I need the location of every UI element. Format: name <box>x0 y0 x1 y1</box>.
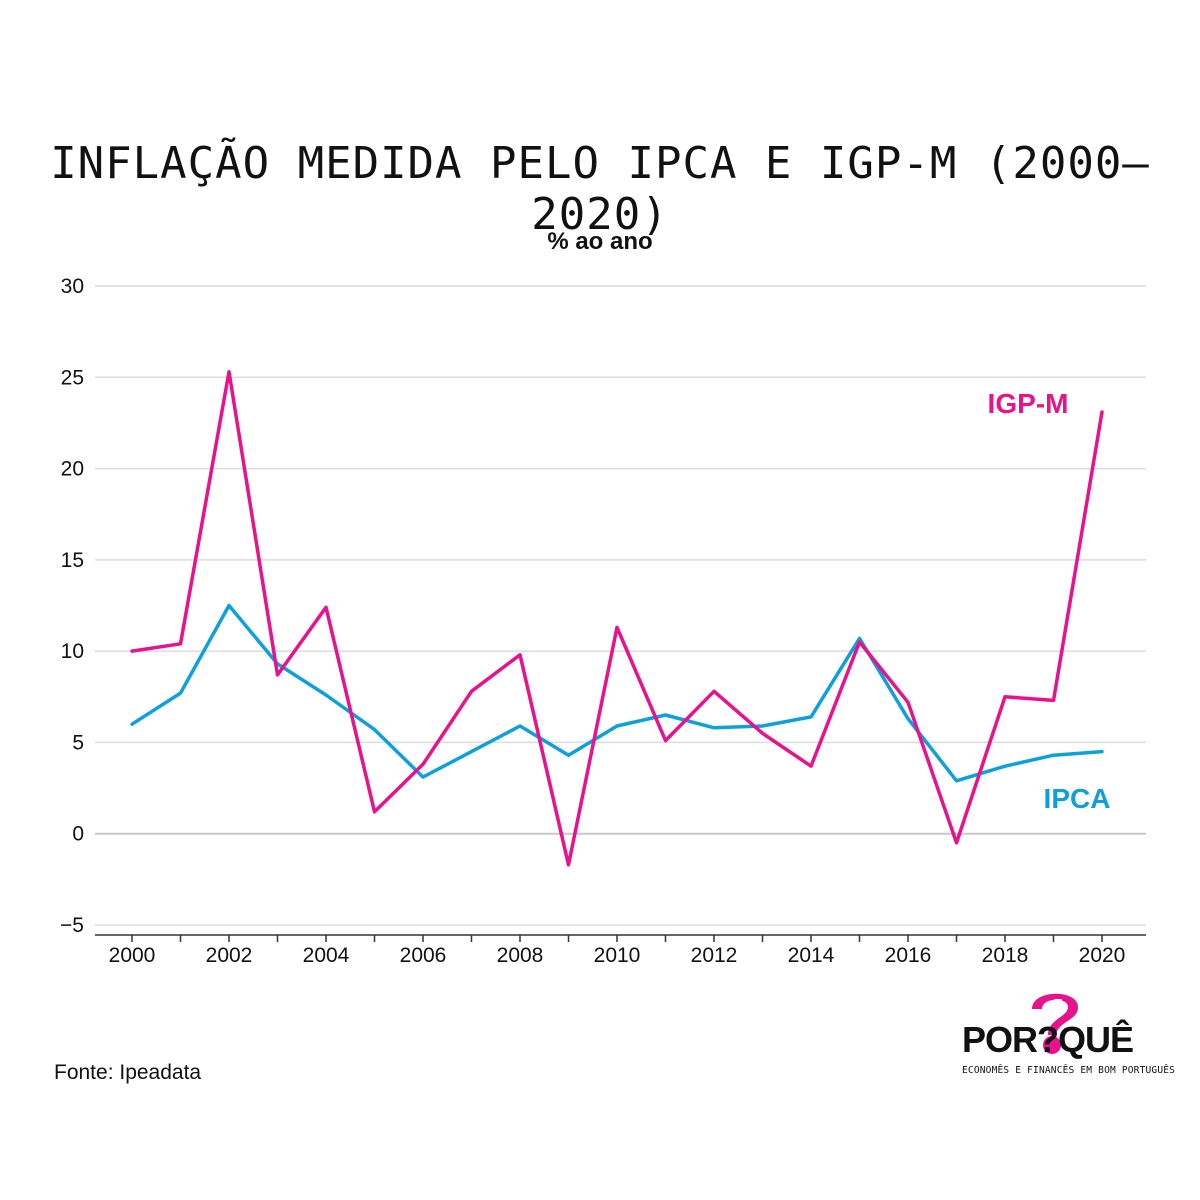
x-tick-label: 2014 <box>788 944 835 967</box>
x-tick-label: 2016 <box>885 944 932 967</box>
y-tick-label: 20 <box>61 458 84 481</box>
x-tick-label: 2004 <box>303 944 350 967</box>
series-label-igp-m: IGP-M <box>988 388 1069 419</box>
series-lines <box>130 370 1104 867</box>
x-tick-label: 2002 <box>206 944 253 967</box>
chart-subtitle: % ao ano <box>547 228 653 255</box>
y-axis-ticks: 30 25 20 15 10 5 0 −5 <box>60 275 84 937</box>
x-tick-label: 2020 <box>1079 944 1126 967</box>
y-tick-label: 15 <box>61 549 84 572</box>
x-tick-label: 2012 <box>691 944 738 967</box>
x-tick-label: 2008 <box>497 944 544 967</box>
series-line-ipca <box>130 603 1104 783</box>
question-mark-piggy-icon <box>1032 993 1078 1054</box>
x-tick-label: 2010 <box>594 944 641 967</box>
series-label-ipca: IPCA <box>1044 783 1111 814</box>
y-tick-label: 25 <box>61 366 84 389</box>
grid-lines <box>95 285 1146 926</box>
y-tick-label: −5 <box>60 914 84 937</box>
porque-logo: POR?QUÊ ECONOMÊS E FINANCÊS EM BOM PORTU… <box>960 985 1175 1085</box>
y-tick-label: 10 <box>61 640 84 663</box>
chart-title: INFLAÇÃO MEDIDA PELO IPCA E IGP-M (2000–… <box>50 138 1150 240</box>
source-note: Fonte: Ipeadata <box>54 1061 202 1084</box>
y-tick-label: 30 <box>61 275 84 298</box>
logo-tagline: ECONOMÊS E FINANCÊS EM BOM PORTUGUÊS <box>962 1065 1176 1076</box>
y-tick-label: 5 <box>72 731 84 754</box>
x-tick-label: 2000 <box>109 944 156 967</box>
series-line-igp-m <box>130 370 1104 867</box>
logo-wordmark: POR?QUÊ <box>962 1019 1134 1060</box>
x-axis-ticks: 2000 2002 2004 2006 2008 2010 2012 2014 2016 2018… <box>95 934 1146 967</box>
x-tick-label: 2018 <box>982 944 1029 967</box>
x-tick-label: 2006 <box>400 944 447 967</box>
y-tick-label: 0 <box>72 823 84 846</box>
